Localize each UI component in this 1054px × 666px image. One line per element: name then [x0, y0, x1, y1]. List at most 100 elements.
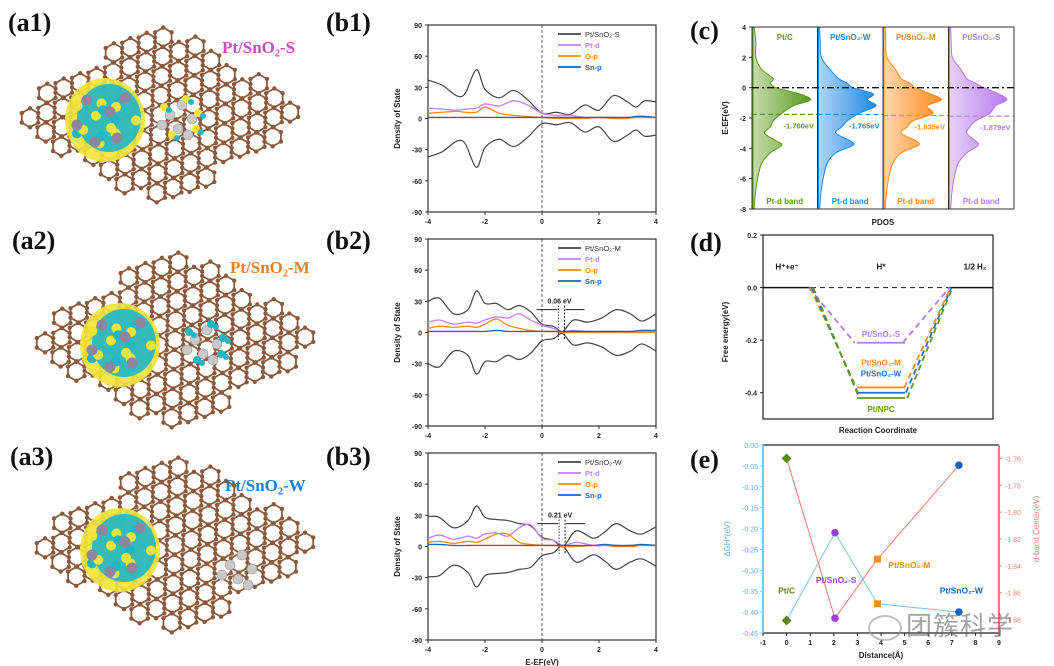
y-tick-label: -90 [412, 210, 422, 217]
carbon-atom [287, 119, 293, 124]
carbon-atom [228, 365, 234, 371]
carbon-atom [178, 395, 183, 401]
carbon-atom [278, 315, 284, 321]
carbon-atom [262, 335, 267, 341]
carbon-atom [50, 139, 56, 144]
panel-label-c: (c) [690, 16, 719, 45]
carbon-ring [136, 70, 155, 92]
carbon-atom [231, 116, 236, 121]
pt-atom [86, 549, 98, 561]
carbon-atom [230, 130, 235, 135]
carbon-atom [131, 161, 136, 167]
carbon-atom [158, 499, 164, 504]
carbon-atom [247, 105, 252, 111]
carbon-ring [147, 373, 167, 395]
y-axis-label: E-EF(eV) [721, 101, 730, 135]
y-left-tick-label: -0.45 [742, 631, 758, 638]
carbon-ring [279, 331, 298, 353]
carbon-atom [295, 530, 300, 535]
carbon-atom [213, 126, 219, 131]
carbon-atom [194, 400, 199, 405]
legend-label: Pt/SnO₂-S [585, 30, 620, 39]
carbon-ring [195, 396, 214, 418]
carbon-atom [134, 490, 139, 495]
carbon-atom [262, 330, 267, 336]
carbon-atom [166, 499, 171, 504]
carbon-atom [278, 350, 283, 355]
carbon-ring [146, 598, 166, 620]
carbon-atom [180, 146, 186, 151]
carbon-atom [223, 101, 229, 106]
carbon-atom [162, 577, 168, 582]
carbon-atom [229, 546, 234, 551]
y-right-tick-label: -1.76 [1005, 456, 1021, 463]
carbon-atom [277, 574, 282, 580]
carbon-ring [180, 568, 199, 590]
carbon-ring [263, 126, 282, 148]
carbon-atom [260, 574, 266, 580]
carbon-atom [261, 340, 267, 346]
carbon-atom [134, 470, 140, 475]
carbon-atom [262, 535, 267, 541]
carbon-atom [114, 176, 119, 182]
carbon-atom [151, 78, 156, 84]
y-tick-label: 0 [418, 545, 422, 552]
carbon-atom [129, 411, 134, 416]
carbon-atom [180, 552, 185, 557]
carbon-ring [280, 517, 299, 539]
carbon-atom [215, 492, 220, 498]
carbon-atom [113, 387, 118, 393]
dos-chart-b3: -90 -60 -30 0 30 60 90 -4 -2 0 2 4 E-EF(eV) Density o… [393, 451, 658, 666]
pt-atom [104, 361, 116, 373]
carbon-atom [144, 30, 150, 36]
carbon-ring [35, 537, 55, 559]
x-tick-label: -4 [425, 433, 431, 440]
carbon-atom [214, 517, 220, 523]
carbon-atom [91, 162, 96, 168]
carbon-atom [184, 68, 189, 73]
carbon-ring [179, 587, 199, 609]
carbon-atom [82, 373, 87, 379]
carbon-atom [263, 516, 268, 521]
carbon-atom [198, 101, 204, 107]
carbon-ring [264, 503, 283, 525]
panel-label-a1: (a1) [8, 8, 52, 37]
carbon-atom [198, 517, 203, 523]
carbon-atom [66, 549, 72, 555]
sn-atom [242, 579, 254, 591]
carbon-atom [177, 620, 183, 625]
carbon-atom [145, 616, 151, 621]
carbon-ring [180, 171, 199, 193]
carbon-atom [245, 360, 250, 365]
carbon-atom [180, 567, 185, 572]
band-label: Pt-d band [832, 197, 869, 206]
carbon-ring [184, 470, 204, 492]
carbon-atom [180, 356, 185, 362]
carbon-ring [169, 456, 188, 478]
y-right-tick-label: -1.88 [1005, 618, 1021, 625]
carbon-atom [184, 53, 190, 59]
carbon-atom [239, 115, 244, 121]
x-tick-label: 0 [540, 433, 544, 440]
carbon-atom [51, 320, 57, 326]
carbon-atom [208, 464, 213, 469]
carbon-atom [246, 546, 251, 551]
carbon-atom [185, 624, 191, 630]
carbon-atom [142, 88, 148, 93]
carbon-atom [68, 305, 73, 311]
carbon-atom [247, 497, 253, 503]
carbon-atom [130, 186, 136, 191]
point-label: Pt/SnO₂-S [816, 575, 857, 585]
carbon-atom [199, 82, 205, 87]
carbon-atom [165, 313, 170, 318]
carbon-atom [230, 517, 235, 522]
carbon-atom [180, 165, 185, 170]
carbon-atom [199, 478, 205, 484]
y-left-tick-label: -0.35 [742, 589, 758, 596]
d-band-center-label: -1.835eV [915, 122, 945, 131]
carbon-atom [214, 512, 220, 517]
carbon-atom [252, 379, 258, 384]
carbon-atom [190, 303, 196, 308]
series-label: Pt/SnO₂-M [861, 358, 901, 367]
carbon-ring [185, 55, 204, 77]
